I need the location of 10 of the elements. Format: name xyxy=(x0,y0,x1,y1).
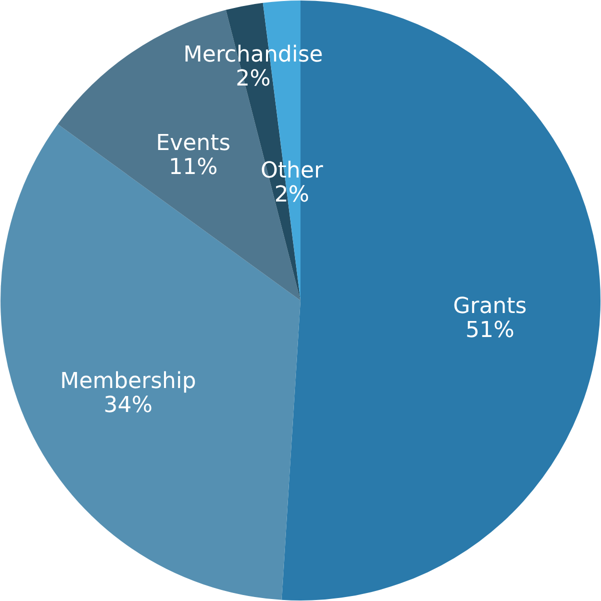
data-label: 51% xyxy=(465,318,514,343)
data-label: 34% xyxy=(104,392,153,418)
slice-label: Events xyxy=(156,130,230,156)
slice-label: Grants xyxy=(453,294,527,319)
slice-label: Other xyxy=(260,158,324,184)
data-label: 11% xyxy=(168,154,218,180)
data-label: 2% xyxy=(236,66,271,92)
slice-label: Membership xyxy=(60,368,196,394)
data-label: 2% xyxy=(274,182,310,208)
slice-label: Merchandise xyxy=(183,42,323,68)
